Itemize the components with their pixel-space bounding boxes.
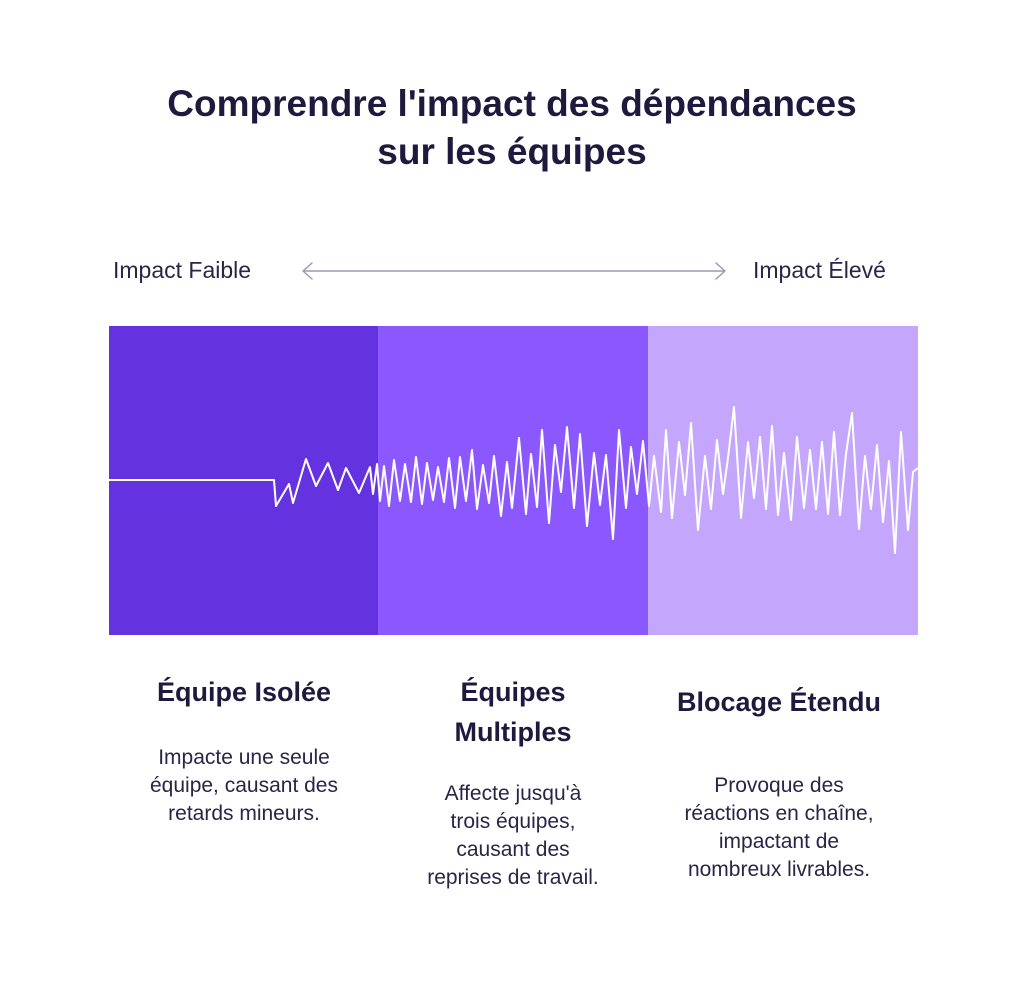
band-high	[648, 326, 918, 635]
column-multiple-teams: Équipes Multiples Affecte jusqu'à trois …	[382, 672, 644, 892]
column-description: Impacte une seule équipe, causant des re…	[113, 744, 375, 828]
column-title: Équipe Isolée	[113, 672, 375, 712]
column-extended-blocking: Blocage Étendu Provoque des réactions en…	[648, 682, 910, 884]
column-description-line: réactions en chaîne,	[684, 802, 874, 825]
impact-band	[109, 326, 918, 635]
column-description-line: Provoque des	[714, 774, 844, 797]
column-title-line: Multiples	[454, 717, 572, 747]
column-description-line: nombreux livrables.	[687, 858, 871, 881]
impact-low-label: Impact Faible	[113, 257, 252, 283]
column-description: Affecte jusqu'à trois équipes, causant d…	[382, 780, 644, 892]
column-description-line: impactant de	[718, 830, 840, 853]
column-description-line: équipe, causant des	[150, 774, 338, 797]
column-title: Équipes Multiples	[382, 672, 644, 752]
column-title-line: Équipe Isolée	[156, 677, 332, 707]
column-description-line: reprises de travail.	[427, 866, 599, 889]
title-line-1: Comprendre l'impact des dépendances	[167, 83, 857, 124]
page-title: Comprendre l'impact des dépendances sur …	[0, 80, 1024, 176]
impact-high-label: Impact Élevé	[753, 257, 886, 283]
column-description-line: causant des	[456, 838, 570, 861]
impact-waveform	[109, 406, 918, 554]
double-arrow-icon	[302, 262, 726, 280]
column-description-line: Affecte jusqu'à	[444, 782, 582, 805]
column-title: Blocage Étendu	[648, 682, 910, 722]
column-title-line: Équipes	[460, 677, 566, 707]
title-line-2: sur les équipes	[377, 131, 647, 172]
column-isolated-team: Équipe Isolée Impacte une seule équipe, …	[113, 672, 375, 828]
column-description-line: retards mineurs.	[168, 802, 320, 825]
column-description-line: trois équipes,	[450, 810, 576, 833]
column-description-line: Impacte une seule	[158, 746, 330, 769]
column-description: Provoque des réactions en chaîne, impact…	[648, 772, 910, 884]
column-title-line: Blocage Étendu	[676, 687, 882, 717]
